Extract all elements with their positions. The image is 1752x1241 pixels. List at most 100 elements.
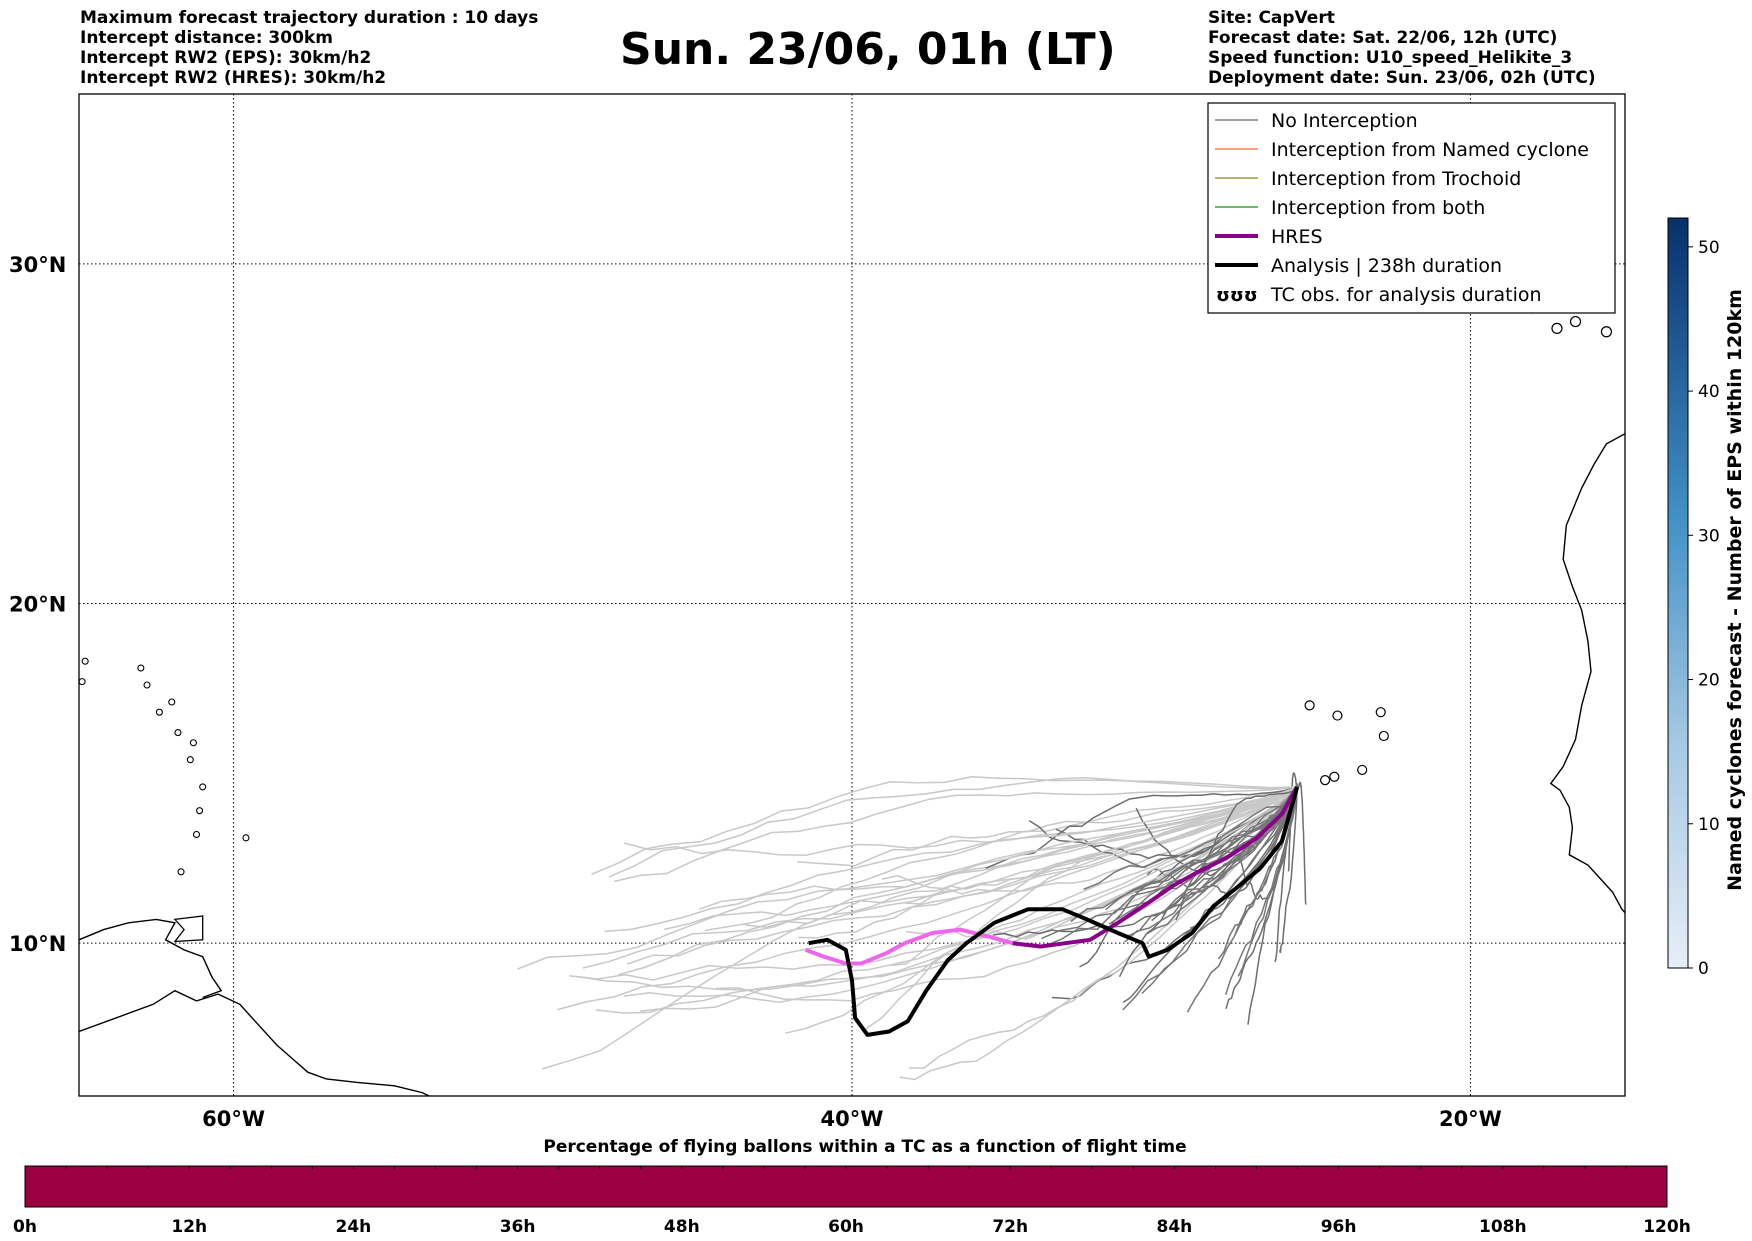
header-intercept-distance: Intercept distance: 300km — [80, 28, 333, 48]
island-outline — [177, 868, 185, 876]
coastline-africa — [1549, 433, 1625, 914]
lat-tick-label: 30°N — [9, 253, 66, 277]
colorbar-right-tick-label: 20 — [1698, 671, 1720, 691]
island-outline — [1551, 322, 1563, 334]
colorbar-bottom-tick-label: 72h — [992, 1217, 1028, 1237]
colorbar-right-tick-label: 0 — [1698, 959, 1709, 979]
eps-trajectory — [617, 786, 1298, 976]
coastlines — [79, 302, 1625, 1096]
lon-tick-label: 60°W — [202, 1107, 265, 1131]
eps-trajectory — [569, 786, 1298, 981]
eps-trajectory — [608, 777, 1298, 878]
eps-trajectory — [716, 786, 1298, 1002]
colorbar-right-tick-label: 40 — [1698, 382, 1720, 402]
island-outline — [1319, 775, 1331, 786]
trajectories — [517, 771, 1307, 1081]
island-outline — [1600, 326, 1613, 338]
colorbar-right: 0 10 20 30 40 50 Named cyclones forecast - Num… — [1667, 217, 1746, 979]
header-forecast-date: Forecast date: Sat. 22/06, 12h (UTC) — [1208, 28, 1558, 48]
island-outline — [189, 739, 197, 747]
colorbar-bottom-tick-label: 84h — [1157, 1217, 1193, 1237]
header-right: Site: CapVert Forecast date: Sat. 22/06,… — [1208, 8, 1596, 88]
colorbar-bottom-bar — [24, 1165, 1668, 1208]
eps-trajectory — [1083, 784, 1298, 890]
island-outline — [155, 708, 163, 716]
island-outline — [1378, 730, 1389, 742]
island-outline — [81, 657, 89, 665]
eps-trajectory — [1070, 791, 1298, 923]
colorbar-bottom-tick-label: 36h — [500, 1217, 536, 1237]
chart-title: Sun. 23/06, 01h (LT) — [620, 24, 1116, 75]
eps-trajectory — [664, 786, 1298, 931]
eps-trajectory — [798, 786, 1298, 939]
island-outline — [1375, 707, 1386, 718]
eps-trajectory — [1279, 786, 1298, 954]
eps-trajectory — [1287, 771, 1298, 872]
map-frame — [78, 93, 1626, 1097]
eps-trajectory — [624, 786, 1298, 857]
legend-label: Interception from both — [1271, 197, 1485, 219]
colorbar-bottom-tick-label: 120h — [1643, 1217, 1691, 1237]
colorbar-bottom-tick-label: 96h — [1321, 1217, 1357, 1237]
colorbar-bottom: Percentage of flying ballons within a TC… — [13, 1137, 1691, 1237]
lon-ticks: 60°W 40°W 20°W — [202, 1107, 1502, 1131]
island-outline — [168, 698, 176, 706]
eps-trajectory — [1224, 783, 1298, 995]
header-intercept-hres: Intercept RW2 (HRES): 30km/h2 — [80, 68, 387, 88]
colorbar-right-label: Named cyclones forecast - Number of EPS … — [1724, 289, 1746, 891]
lon-tick-label: 40°W — [821, 1107, 884, 1131]
colorbar-bottom-tick-label: 24h — [336, 1217, 372, 1237]
legend-box — [1207, 102, 1616, 314]
legend-label: Interception from Named cyclone — [1271, 139, 1589, 161]
header-max-duration: Maximum forecast trajectory duration : 1… — [80, 8, 539, 28]
header-left: Maximum forecast trajectory duration : 1… — [80, 8, 538, 88]
colorbar-bottom-title: Percentage of flying ballons within a TC… — [543, 1137, 1186, 1157]
colorbar-bottom-tick-label: 108h — [1479, 1217, 1527, 1237]
header-intercept-eps: Intercept RW2 (EPS): 30km/h2 — [80, 48, 372, 68]
lon-tick-label: 20°W — [1439, 1107, 1502, 1131]
eps-trajectory — [1127, 790, 1298, 937]
colorbar-bottom-tick-label: 12h — [171, 1217, 207, 1237]
legend-label: HRES — [1271, 226, 1323, 248]
colorbar-bottom-tick-label: 48h — [664, 1217, 700, 1237]
colorbar-right-tick-label: 50 — [1698, 238, 1720, 258]
island-outline — [186, 756, 194, 764]
legend: No Interception Interception from Named c… — [1207, 102, 1616, 314]
island-outline — [199, 783, 207, 791]
island-outline — [137, 664, 145, 672]
header-speed-function: Speed function: U10_speed_Helikite_3 — [1208, 48, 1573, 68]
eps-trajectory — [626, 786, 1298, 965]
legend-label: TC obs. for analysis duration — [1270, 284, 1542, 306]
island-outline — [192, 830, 201, 839]
colorbar-right-tick-label: 30 — [1698, 526, 1720, 546]
coastline-venezuela — [79, 918, 223, 999]
eps-trajectory — [698, 786, 1298, 910]
header-deployment-date: Deployment date: Sun. 23/06, 02h (UTC) — [1208, 68, 1596, 88]
colorbar-right-tick-label: 10 — [1698, 815, 1720, 835]
island-outline — [1329, 771, 1340, 782]
eps-trajectory — [591, 776, 1298, 875]
eps-trajectory — [541, 786, 1298, 1070]
hres-trajectory-light — [804, 927, 1041, 966]
island-outline — [1332, 710, 1343, 721]
header-site: Site: CapVert — [1208, 8, 1335, 28]
eps-trajectory — [881, 786, 1298, 895]
eps-trajectory — [704, 786, 1298, 932]
legend-label: Interception from Trochoid — [1271, 168, 1521, 190]
island-outline — [1304, 700, 1315, 711]
eps-trajectory — [1141, 785, 1298, 994]
eps-trajectory — [1041, 789, 1298, 940]
island-outline — [79, 678, 86, 686]
tc-obs-symbol: ʊʊʊ — [1216, 285, 1258, 306]
island-outline — [174, 729, 182, 737]
island-outline — [1569, 315, 1582, 328]
eps-trajectory — [1189, 790, 1298, 929]
colorbar-bottom-tick-label: 60h — [828, 1217, 864, 1237]
colorbar-right-bar — [1667, 217, 1689, 969]
island-outline — [196, 807, 204, 815]
coastline-south-america — [79, 989, 431, 1096]
lat-tick-label: 20°N — [9, 592, 66, 616]
island-outline — [143, 681, 151, 689]
eps-trajectory — [744, 786, 1298, 928]
